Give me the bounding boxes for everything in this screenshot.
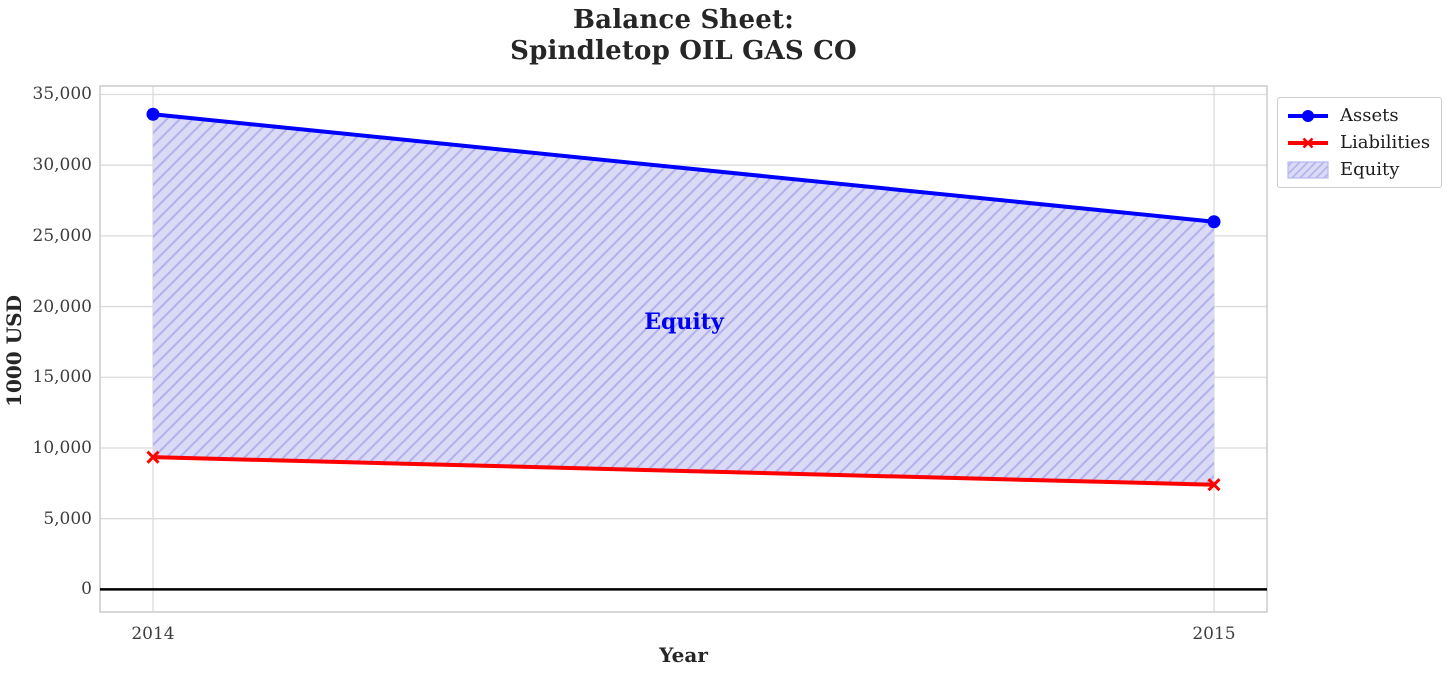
y-tick-label: 0 bbox=[81, 579, 92, 600]
y-tick-label: 20,000 bbox=[32, 296, 92, 317]
liabilities-marker bbox=[1207, 478, 1221, 492]
y-tick-label: 15,000 bbox=[32, 367, 92, 388]
liabilities-line-icon bbox=[1288, 137, 1328, 148]
plot-border bbox=[99, 85, 1268, 613]
assets-marker bbox=[146, 107, 160, 121]
y-tick-label: 25,000 bbox=[32, 225, 92, 246]
x-tick-label: 2014 bbox=[131, 624, 175, 644]
y-tick-label: 35,000 bbox=[32, 84, 92, 105]
liabilities-marker bbox=[146, 450, 160, 464]
legend-item-liabilities: Liabilities bbox=[1286, 129, 1432, 156]
x-tick-label: 2015 bbox=[1192, 624, 1236, 644]
legend: Assets Liabilities Equity bbox=[1277, 97, 1442, 188]
y-tick-label: 5,000 bbox=[43, 508, 92, 529]
equity-patch-icon bbox=[1287, 160, 1329, 179]
y-tick-label: 30,000 bbox=[32, 155, 92, 176]
legend-label-equity: Equity bbox=[1340, 159, 1400, 180]
assets-marker bbox=[1207, 215, 1221, 229]
y-tick-label: 10,000 bbox=[32, 437, 92, 458]
legend-label-liabilities: Liabilities bbox=[1340, 132, 1431, 153]
chart-title-line2: Spindletop OIL GAS CO bbox=[510, 36, 857, 66]
liabilities-line bbox=[152, 455, 1215, 487]
assets-line-icon bbox=[1288, 109, 1328, 122]
y-axis-label: 1000 USD bbox=[2, 295, 26, 407]
assets-line bbox=[152, 112, 1215, 224]
legend-label-assets: Assets bbox=[1340, 105, 1399, 126]
chart-title: Balance Sheet: Spindletop OIL GAS CO bbox=[100, 5, 1267, 67]
equity-area bbox=[153, 114, 1214, 485]
legend-item-assets: Assets bbox=[1286, 102, 1432, 129]
legend-item-equity: Equity bbox=[1286, 156, 1432, 183]
equity-area-label: Equity bbox=[644, 309, 724, 335]
x-axis-label: Year bbox=[659, 643, 708, 667]
chart-title-line1: Balance Sheet: bbox=[572, 5, 795, 35]
